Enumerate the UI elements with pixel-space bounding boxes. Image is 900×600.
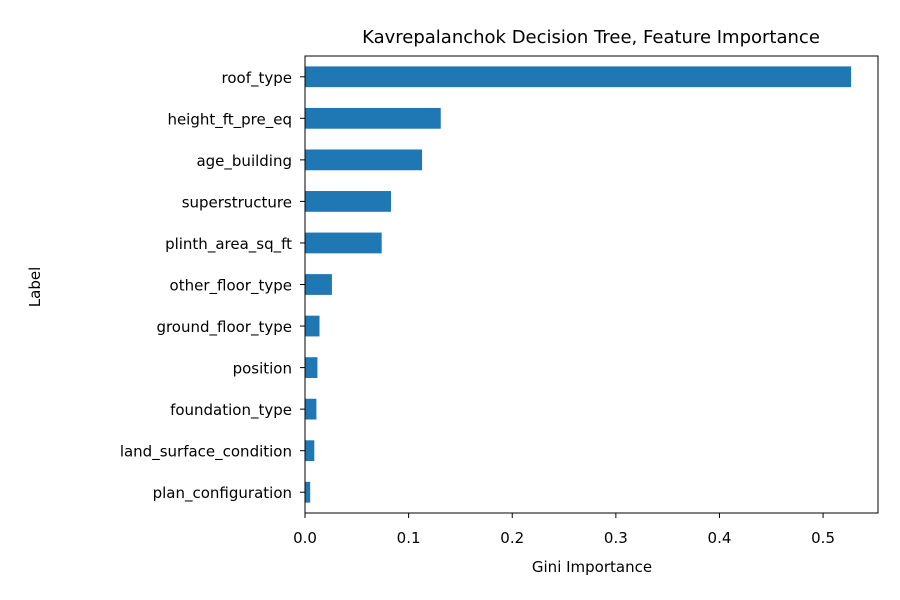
bar-ground_floor_type (305, 315, 320, 337)
x-tick-label: 0.5 (811, 529, 835, 547)
bar-superstructure (305, 191, 392, 212)
y-tick-label: plinth_area_sq_ft (165, 235, 292, 254)
bar-foundation_type (305, 398, 317, 420)
y-tick-label: land_surface_condition (120, 443, 292, 462)
x-tick-label: 0.4 (708, 529, 732, 547)
x-tick-label: 0.1 (397, 529, 421, 547)
bar-position (305, 357, 318, 378)
y-tick-label: position (233, 360, 292, 378)
y-tick-label: ground_floor_type (156, 318, 292, 337)
bar-age_building (305, 149, 423, 171)
y-tick-label: height_ft_pre_eq (167, 110, 292, 129)
y-axis-label: Label (26, 267, 44, 307)
x-axis-ticks: 0.0 0.1 0.2 0.3 0.4 0.5 (293, 513, 835, 547)
y-axis-ticks: roof_type height_ft_pre_eq age_buildingsup… (120, 69, 305, 503)
chart-title: Kavrepalanchok Decision Tree, Feature Im… (362, 27, 820, 48)
x-tick-label: 0.3 (604, 529, 628, 547)
bar-other_floor_type (305, 274, 332, 295)
plot-frame (304, 55, 879, 514)
y-tick-label: roof_type (222, 69, 292, 88)
y-tick-label: age_building (196, 152, 292, 171)
x-axis-label: Gini Importance (532, 558, 652, 576)
y-tick-label: other_floor_type (170, 277, 292, 296)
bar-land_surface_condition (305, 440, 315, 462)
bar-roof_type (305, 66, 852, 88)
bar-height_ft_pre_eq (305, 107, 441, 129)
y-tick-label: superstructure (182, 193, 292, 211)
bars-group (305, 66, 852, 503)
bar-plan_configuration (305, 481, 311, 503)
x-tick-label: 0.2 (500, 529, 524, 547)
y-tick-label: plan_configuration (153, 484, 292, 503)
y-tick-label: foundation_type (170, 401, 292, 420)
x-tick-label: 0.0 (293, 529, 317, 547)
bar-plinth_area_sq_ft (305, 232, 382, 254)
